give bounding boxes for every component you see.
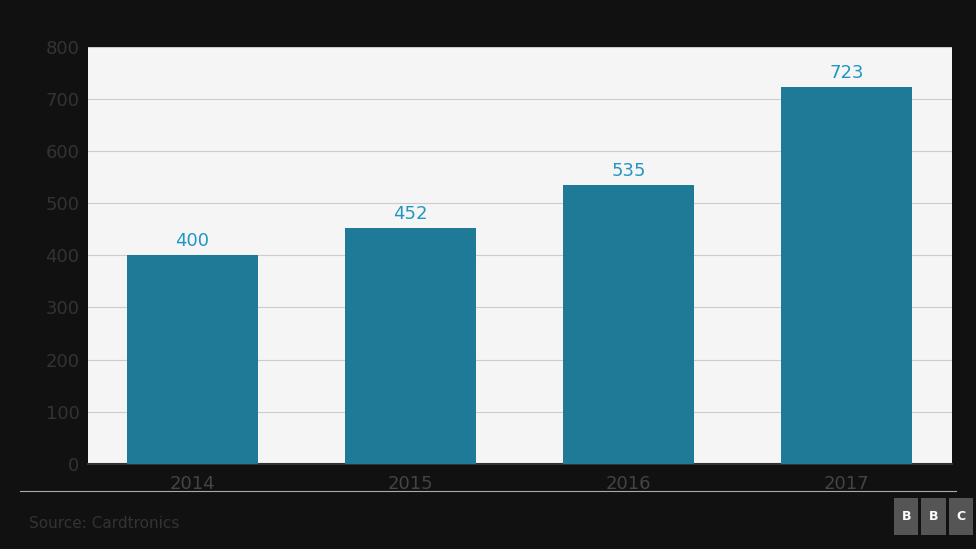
- Bar: [563, 185, 694, 464]
- Text: C: C: [956, 510, 965, 523]
- FancyBboxPatch shape: [949, 498, 973, 535]
- Text: 452: 452: [393, 205, 427, 223]
- Text: B: B: [929, 510, 938, 523]
- Text: 400: 400: [176, 232, 210, 250]
- Text: Attacks on UK cash machines: Attacks on UK cash machines: [88, 11, 570, 39]
- FancyBboxPatch shape: [921, 498, 946, 535]
- Bar: [127, 255, 258, 464]
- Text: 723: 723: [830, 64, 864, 82]
- Text: Source: Cardtronics: Source: Cardtronics: [29, 517, 180, 531]
- Bar: [346, 228, 476, 464]
- Text: 535: 535: [612, 161, 646, 180]
- FancyBboxPatch shape: [894, 498, 918, 535]
- Bar: [782, 87, 913, 464]
- Text: B: B: [902, 510, 911, 523]
